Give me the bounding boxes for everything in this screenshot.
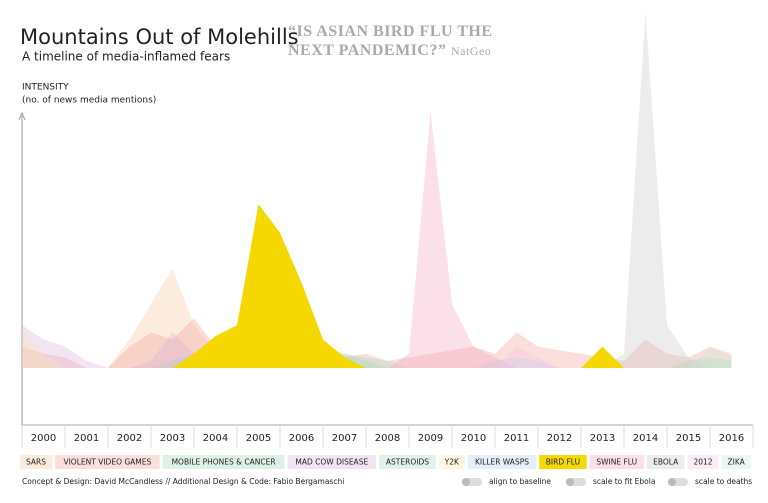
legend-swatch: [646, 455, 685, 469]
x-tick-label: 2015: [676, 433, 701, 444]
legend-swatch: [55, 455, 160, 469]
credits: Concept & Design: David McCandless // Ad…: [22, 477, 344, 486]
y-axis-label: INTENSITY: [22, 83, 69, 93]
area: [22, 111, 732, 369]
legend-label: SWINE FLU: [596, 458, 637, 467]
x-tick-label: 2005: [246, 433, 271, 444]
x-tick-label: 2012: [547, 433, 572, 444]
x-tick-label: 2004: [203, 433, 228, 444]
legend: SARS VIOLENT VIDEO GAMES MOBILE PHONES & C…: [20, 455, 751, 469]
toggle-knob[interactable]: [668, 478, 676, 486]
legend-swatch: [589, 455, 644, 469]
legend-swatch: [20, 455, 53, 469]
legend-label: EBOLA: [653, 458, 679, 467]
x-tick-label: 2003: [160, 433, 185, 444]
x-tick-label: 2007: [332, 433, 357, 444]
x-tick-label: 2006: [289, 433, 314, 444]
legend-swatch: [287, 455, 377, 469]
x-tick-label: 2000: [31, 433, 56, 444]
legend-label: VIOLENT VIDEO GAMES: [63, 458, 151, 467]
toggle-knob[interactable]: [566, 478, 574, 486]
x-tick-label: 2010: [461, 433, 486, 444]
legend-item[interactable]: ZIKA: [721, 455, 751, 469]
legend-item[interactable]: EBOLA: [646, 455, 685, 469]
legend-swatch: [687, 455, 719, 469]
toggle[interactable]: scale to fit Ebola: [566, 477, 655, 486]
legend-item[interactable]: ASTEROIDS: [379, 455, 436, 469]
y-axis-sublabel: (no. of news media mentions): [22, 96, 156, 106]
legend-label: MAD COW DISEASE: [295, 458, 368, 467]
toggle-label: scale to deaths: [695, 477, 752, 486]
legend-swatch: [721, 455, 751, 469]
legend-item[interactable]: MAD COW DISEASE: [287, 455, 377, 469]
legend-swatch: [162, 455, 285, 469]
legend-swatch: [467, 455, 537, 469]
area: [22, 353, 732, 368]
legend-item[interactable]: SARS: [20, 455, 53, 469]
area: [22, 268, 732, 368]
x-tick-label: 2013: [590, 433, 615, 444]
legend-item[interactable]: KILLER WASPS: [467, 455, 537, 469]
x-tick-label: 2011: [504, 433, 529, 444]
legend-label: ASTEROIDS: [386, 458, 429, 467]
legend-item[interactable]: 2012: [687, 455, 719, 469]
legend-label: MOBILE PHONES & CANCER: [172, 458, 276, 467]
toggle-label: align to baseline: [489, 477, 551, 486]
legend-swatch: [539, 455, 587, 469]
legend-item[interactable]: VIOLENT VIDEO GAMES: [55, 455, 160, 469]
quote-source: NatGeo: [450, 44, 492, 58]
legend-label: SARS: [26, 458, 46, 467]
toggle[interactable]: scale to deaths: [668, 477, 752, 486]
x-tick-label: 2016: [719, 433, 744, 444]
chart-title: Mountains Out of Molehills: [20, 25, 299, 49]
x-tick-label: 2002: [117, 433, 142, 444]
toggle[interactable]: align to baseline: [462, 477, 551, 486]
legend-item[interactable]: SWINE FLU: [589, 455, 644, 469]
x-tick-label: 2014: [633, 433, 658, 444]
legend-item[interactable]: Y2K: [438, 455, 465, 469]
x-tick-label: 2001: [74, 433, 99, 444]
toggle-knob[interactable]: [462, 478, 470, 486]
legend-label: ZIKA: [727, 458, 745, 467]
legend-swatch: [379, 455, 436, 469]
legend-label: BIRD FLU: [546, 458, 580, 467]
toggle-label: scale to fit Ebola: [593, 477, 655, 486]
quote-box: “IS ASIAN BIRD FLU THE NEXT PANDEMIC?” N…: [288, 23, 493, 59]
legend-item[interactable]: BIRD FLU: [539, 455, 587, 469]
legend-swatch: [438, 455, 465, 469]
legend-label: 2012: [693, 458, 712, 467]
legend-label: KILLER WASPS: [475, 458, 529, 467]
x-tick-label: 2009: [418, 433, 443, 444]
legend-item[interactable]: MOBILE PHONES & CANCER: [162, 455, 285, 469]
area: [22, 12, 732, 368]
x-tick-label: 2008: [375, 433, 400, 444]
quote: “IS ASIAN BIRD FLU THE NEXT PANDEMIC?”: [288, 23, 493, 59]
legend-label: Y2K: [444, 458, 460, 467]
chart-subtitle: A timeline of media-inflamed fears: [22, 50, 230, 64]
y-axis-arrow: [18, 111, 26, 121]
